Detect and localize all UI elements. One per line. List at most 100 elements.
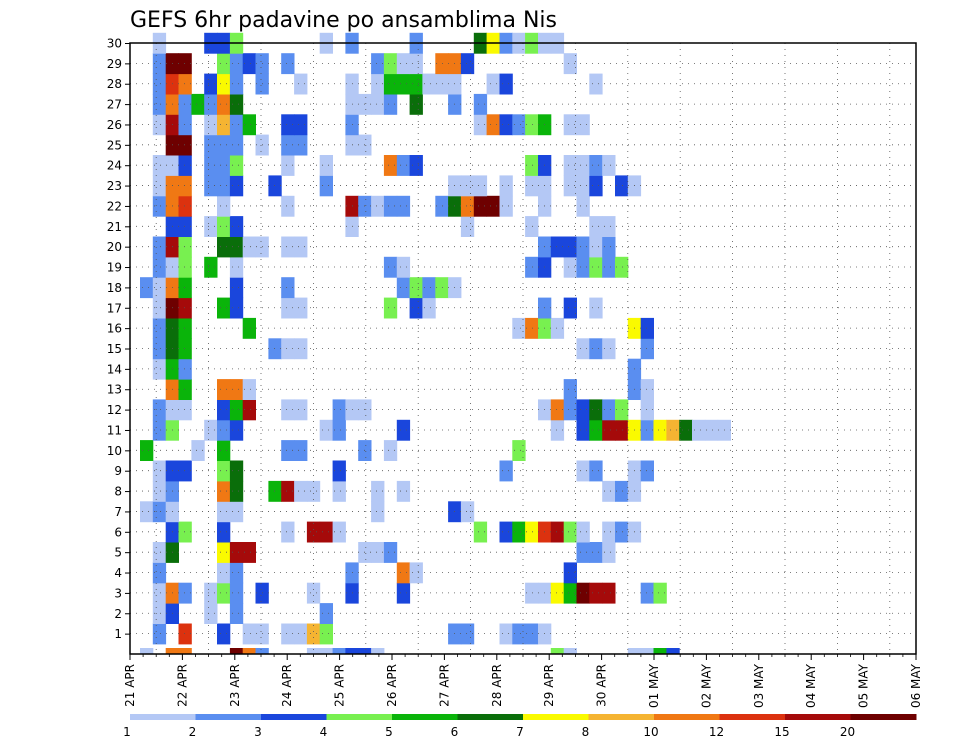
heatmap-cell	[576, 175, 590, 197]
heatmap-cell	[152, 603, 167, 624]
heatmap-cell	[217, 73, 231, 95]
heatmap-cell	[396, 256, 411, 278]
heatmap-cell	[281, 480, 295, 502]
heatmap-cell	[409, 155, 423, 176]
heatmap-cell	[217, 216, 231, 237]
heatmap-cell	[512, 114, 526, 136]
heatmap-cell	[152, 277, 167, 299]
heatmap-cell	[602, 542, 616, 563]
heatmap-cell	[178, 379, 192, 400]
heatmap-cell	[165, 648, 179, 655]
heatmap-cell	[525, 175, 539, 197]
heatmap-cell	[178, 317, 192, 339]
heatmap-cell	[371, 93, 385, 115]
heatmap-cell	[396, 480, 411, 502]
heatmap-cell	[589, 73, 603, 95]
colorbar-swatch	[785, 714, 851, 720]
x-tick-label: 21 APR	[123, 664, 137, 707]
heatmap-cell	[512, 317, 526, 339]
heatmap-cell	[576, 419, 590, 441]
heatmap-cell	[460, 216, 475, 237]
y-tick-label: 20	[107, 240, 122, 254]
heatmap-cell	[550, 419, 565, 441]
heatmap-cell	[319, 419, 333, 441]
heatmap-cell	[704, 419, 719, 441]
heatmap-cell	[550, 521, 565, 543]
heatmap-cell	[576, 256, 590, 278]
heatmap-cell	[563, 236, 577, 258]
heatmap-cell	[615, 256, 629, 278]
heatmap-cell	[229, 134, 244, 156]
heatmap-cell	[473, 195, 488, 217]
heatmap-cell	[255, 648, 269, 655]
heatmap-cell	[435, 73, 449, 95]
heatmap-cell	[460, 53, 475, 75]
heatmap-cell	[229, 277, 244, 299]
heatmap-cell	[217, 542, 231, 563]
heatmap-cell	[615, 419, 629, 441]
heatmap-cell	[306, 480, 321, 502]
heatmap-cell	[140, 501, 154, 523]
heatmap-cell	[602, 480, 616, 502]
heatmap-cell	[550, 582, 565, 604]
heatmap-cell	[217, 440, 231, 461]
heatmap-cell	[653, 582, 667, 604]
heatmap-cell	[640, 338, 654, 360]
heatmap-cell	[640, 317, 654, 339]
heatmap-cell	[576, 114, 590, 136]
heatmap-cell	[396, 53, 411, 75]
x-tick-label: 03 MAY	[752, 663, 766, 708]
heatmap-cell	[281, 53, 295, 75]
heatmap-cell	[627, 648, 642, 655]
heatmap-cell	[178, 93, 192, 115]
heatmap-cell	[602, 521, 616, 543]
heatmap-cell	[589, 175, 603, 197]
heatmap-cell	[396, 277, 411, 299]
heatmap-cell	[204, 134, 218, 156]
heatmap-cell	[640, 419, 654, 441]
colorbar-swatch	[850, 714, 917, 720]
heatmap-cell	[383, 73, 398, 95]
heatmap-cell	[332, 460, 346, 482]
heatmap-cell	[473, 175, 488, 197]
heatmap-cell	[268, 338, 282, 360]
heatmap-cell	[371, 195, 385, 217]
heatmap-cell	[589, 542, 603, 563]
y-tick-label: 29	[107, 57, 122, 71]
heatmap-cell	[152, 175, 167, 197]
colorbar-label: 1	[123, 725, 131, 739]
heatmap-cell	[178, 582, 192, 604]
heatmap-cell	[229, 501, 244, 523]
heatmap-cell	[499, 175, 513, 197]
heatmap-cell	[576, 338, 590, 360]
x-tick-label: 05 MAY	[857, 663, 871, 708]
heatmap-cell	[204, 256, 218, 278]
y-tick-label: 2	[114, 607, 122, 621]
heatmap-cell	[319, 648, 333, 655]
colorbar-swatch	[326, 714, 393, 720]
colorbar-label: 15	[774, 725, 789, 739]
heatmap-cell	[460, 501, 475, 523]
y-tick-label: 17	[107, 301, 122, 315]
heatmap-cell	[615, 175, 629, 197]
x-tick-label: 23 APR	[228, 664, 242, 707]
colorbar-swatch	[392, 714, 458, 720]
heatmap-cell	[640, 582, 654, 604]
heatmap-cell	[589, 297, 603, 319]
heatmap-cell	[152, 155, 167, 176]
x-tick-label: 04 MAY	[804, 663, 818, 708]
heatmap-cell	[152, 358, 167, 380]
heatmap-cell	[178, 358, 192, 380]
heatmap-cell	[563, 399, 577, 421]
heatmap-cell	[204, 216, 218, 237]
heatmap-cell	[281, 236, 295, 258]
heatmap-cell	[653, 648, 667, 655]
heatmap-cell	[576, 582, 590, 604]
heatmap-cell	[217, 93, 231, 115]
heatmap-cell	[229, 114, 244, 136]
heatmap-cell	[319, 603, 333, 624]
heatmap-cell	[383, 93, 398, 115]
heatmap-cell	[576, 521, 590, 543]
heatmap-cell	[178, 460, 192, 482]
